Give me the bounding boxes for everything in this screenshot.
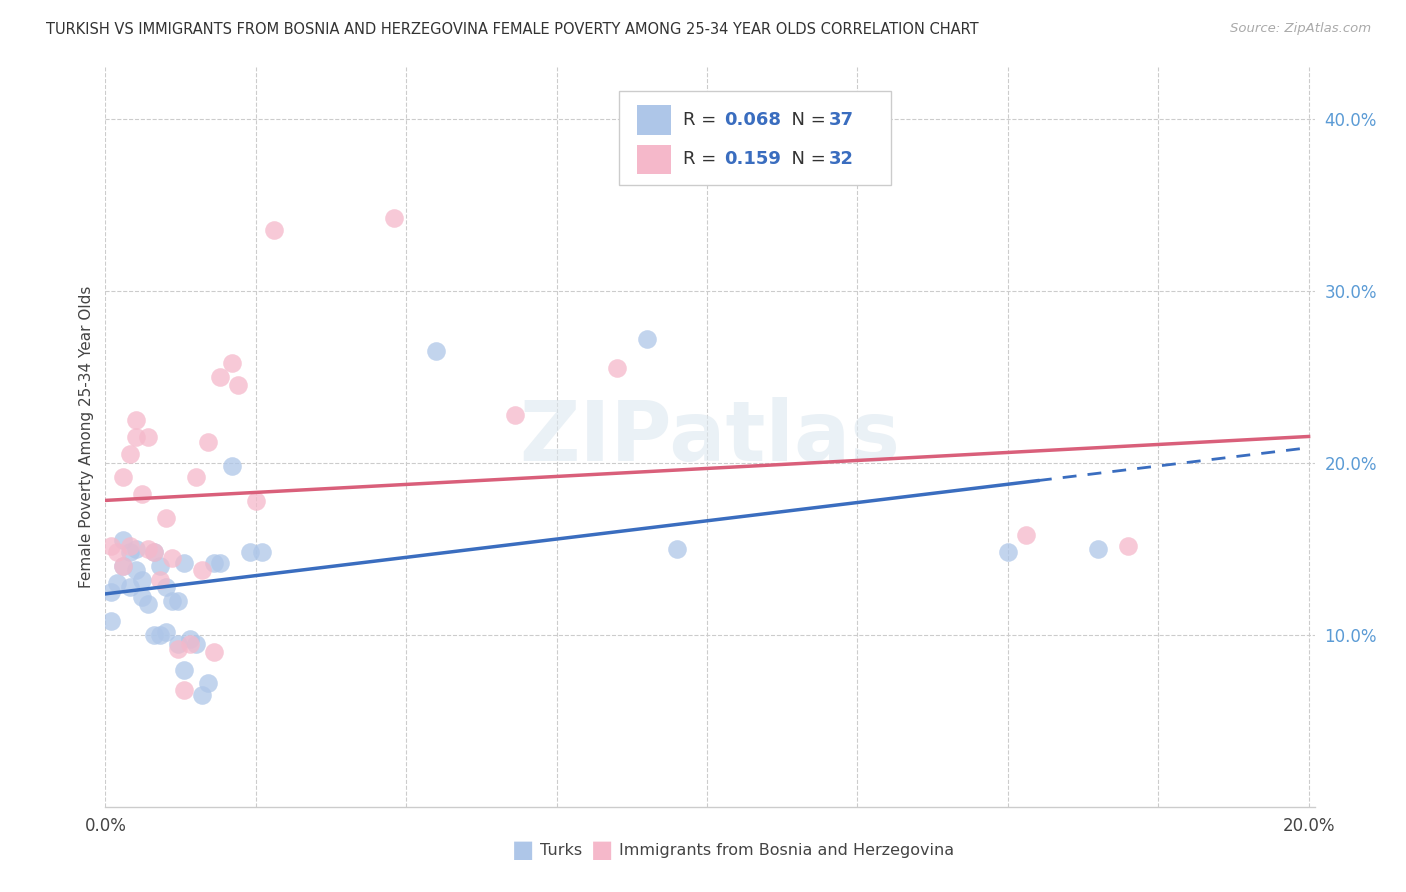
- Point: [997, 545, 1019, 559]
- Point: [245, 493, 267, 508]
- Point: [155, 580, 177, 594]
- Point: [166, 637, 188, 651]
- Point: [149, 559, 172, 574]
- Point: [208, 556, 231, 570]
- Point: [142, 545, 165, 559]
- Point: [197, 676, 219, 690]
- Point: [226, 378, 249, 392]
- Point: [100, 539, 122, 553]
- Point: [142, 628, 165, 642]
- Text: ■: ■: [591, 838, 613, 862]
- Point: [179, 632, 201, 646]
- Point: [155, 624, 177, 639]
- Point: [382, 211, 405, 226]
- Point: [136, 541, 159, 556]
- Point: [100, 585, 122, 599]
- Text: ■: ■: [512, 838, 534, 862]
- Text: Immigrants from Bosnia and Herzegovina: Immigrants from Bosnia and Herzegovina: [619, 843, 953, 857]
- Point: [173, 556, 195, 570]
- Point: [131, 573, 153, 587]
- Point: [190, 689, 212, 703]
- Point: [173, 683, 195, 698]
- Bar: [637, 145, 671, 174]
- Point: [197, 435, 219, 450]
- Text: N =: N =: [780, 151, 832, 169]
- Text: R =: R =: [683, 112, 723, 129]
- Point: [179, 637, 201, 651]
- Point: [124, 563, 146, 577]
- Point: [118, 580, 141, 594]
- Point: [112, 469, 135, 483]
- Bar: [637, 105, 671, 135]
- Point: [263, 223, 285, 237]
- Point: [136, 597, 159, 611]
- Point: [1116, 539, 1139, 553]
- Text: 0.159: 0.159: [724, 151, 782, 169]
- Text: 32: 32: [828, 151, 853, 169]
- Text: 37: 37: [828, 112, 853, 129]
- FancyBboxPatch shape: [620, 91, 891, 186]
- Point: [202, 556, 225, 570]
- Text: Turks: Turks: [540, 843, 582, 857]
- Text: 0.068: 0.068: [724, 112, 782, 129]
- Point: [636, 332, 658, 346]
- Point: [184, 637, 207, 651]
- Point: [503, 408, 526, 422]
- Point: [160, 593, 183, 607]
- Point: [606, 361, 628, 376]
- Text: N =: N =: [780, 112, 832, 129]
- Point: [107, 576, 129, 591]
- Point: [155, 511, 177, 525]
- Point: [131, 591, 153, 605]
- Point: [239, 545, 262, 559]
- Point: [136, 430, 159, 444]
- Point: [142, 545, 165, 559]
- Point: [112, 559, 135, 574]
- Text: TURKISH VS IMMIGRANTS FROM BOSNIA AND HERZEGOVINA FEMALE POVERTY AMONG 25-34 YEA: TURKISH VS IMMIGRANTS FROM BOSNIA AND HE…: [46, 22, 979, 37]
- Point: [173, 663, 195, 677]
- Point: [107, 545, 129, 559]
- Point: [124, 541, 146, 556]
- Point: [100, 615, 122, 629]
- Point: [221, 356, 243, 370]
- Text: Source: ZipAtlas.com: Source: ZipAtlas.com: [1230, 22, 1371, 36]
- Point: [118, 447, 141, 461]
- Point: [149, 573, 172, 587]
- Point: [124, 430, 146, 444]
- Point: [112, 559, 135, 574]
- Text: ZIPatlas: ZIPatlas: [520, 397, 900, 477]
- Point: [202, 645, 225, 659]
- Point: [1087, 541, 1109, 556]
- Point: [149, 628, 172, 642]
- Y-axis label: Female Poverty Among 25-34 Year Olds: Female Poverty Among 25-34 Year Olds: [79, 286, 94, 588]
- Point: [190, 563, 212, 577]
- Point: [1015, 528, 1038, 542]
- Point: [131, 487, 153, 501]
- Point: [425, 343, 447, 358]
- Point: [118, 545, 141, 559]
- Point: [112, 533, 135, 548]
- Point: [208, 369, 231, 384]
- Point: [160, 550, 183, 565]
- Point: [221, 459, 243, 474]
- Point: [118, 539, 141, 553]
- Text: R =: R =: [683, 151, 723, 169]
- Point: [665, 541, 688, 556]
- Point: [124, 413, 146, 427]
- Point: [166, 641, 188, 656]
- Point: [166, 593, 188, 607]
- Point: [184, 469, 207, 483]
- Point: [250, 545, 273, 559]
